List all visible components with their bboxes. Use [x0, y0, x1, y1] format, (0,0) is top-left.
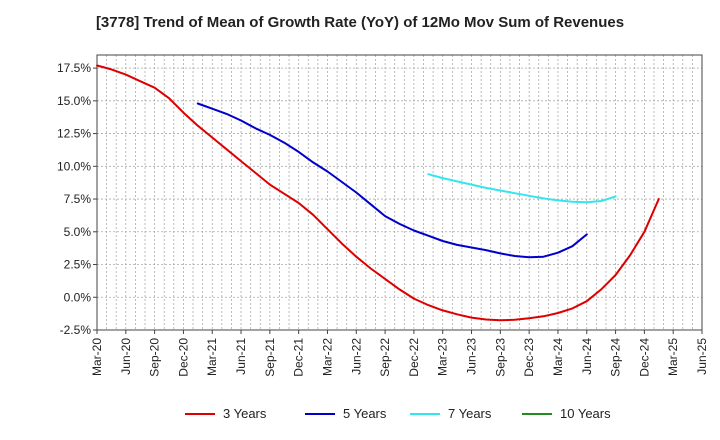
x-tick-label: Jun-22: [349, 338, 363, 375]
y-tick-label: 2.5%: [64, 258, 92, 272]
legend-item-5-years: 5 Years: [305, 406, 387, 421]
y-tick-label: 7.5%: [64, 192, 92, 206]
plot-frame: [96, 54, 703, 331]
legend-label: 7 Years: [448, 406, 492, 421]
x-tick-label: Sep-20: [148, 338, 162, 377]
x-tick-label: Sep-21: [263, 338, 277, 377]
series-line-5-years: [196, 102, 588, 259]
x-tick-label: Jun-25: [695, 338, 709, 375]
y-tick-label: -2.5%: [60, 323, 92, 337]
x-tick-label: Mar-24: [551, 338, 565, 376]
legend-label: 5 Years: [343, 406, 387, 421]
chart-title: [3778] Trend of Mean of Growth Rate (YoY…: [95, 14, 625, 31]
legend-item-10-years: 10 Years: [522, 406, 611, 421]
series-line-7-years: [427, 173, 617, 204]
x-tick-label: Jun-23: [465, 338, 479, 375]
legend-item-3-years: 3 Years: [185, 406, 267, 421]
x-tick-label: Jun-20: [119, 338, 133, 375]
x-tick-label: Jun-21: [234, 338, 248, 375]
x-tick-label: Sep-22: [378, 338, 392, 377]
x-tick-label: Dec-20: [176, 338, 190, 377]
x-tick-label: Sep-24: [609, 338, 623, 377]
y-tick-label: 17.5%: [57, 61, 91, 75]
series-line-3-years: [96, 64, 660, 322]
x-tick-label: Mar-20: [90, 338, 104, 376]
x-tick-label: Dec-23: [522, 338, 536, 377]
x-tick-label: Mar-25: [666, 338, 680, 376]
legend-label: 3 Years: [223, 406, 267, 421]
y-tick-label: 0.0%: [64, 290, 92, 304]
y-tick-label: 12.5%: [57, 127, 91, 141]
legend-item-7-years: 7 Years: [410, 406, 492, 421]
x-tick-label: Dec-21: [292, 338, 306, 377]
y-tick-label: 10.0%: [57, 159, 91, 173]
y-tick-label: 5.0%: [64, 225, 92, 239]
y-tick-label: 15.0%: [57, 94, 91, 108]
x-tick-label: Mar-21: [205, 338, 219, 376]
x-tick-label: Dec-24: [637, 338, 651, 377]
x-tick-label: Mar-22: [320, 338, 334, 376]
x-tick-label: Jun-24: [580, 338, 594, 375]
x-tick-label: Dec-22: [407, 338, 421, 377]
x-tick-label: Mar-23: [436, 338, 450, 376]
x-tick-label: Sep-23: [493, 338, 507, 377]
legend-label: 10 Years: [560, 406, 611, 421]
